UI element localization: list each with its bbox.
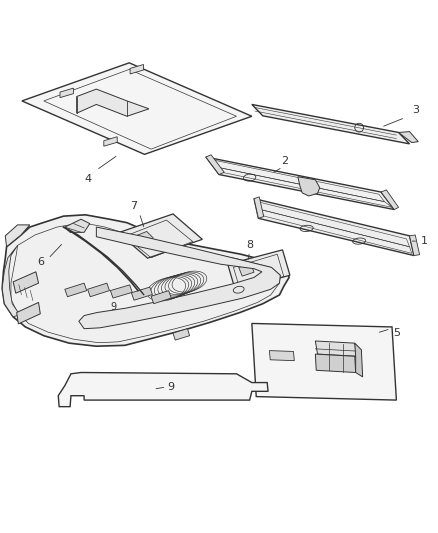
Polygon shape bbox=[239, 263, 254, 276]
Polygon shape bbox=[118, 214, 202, 258]
Polygon shape bbox=[381, 190, 399, 209]
Polygon shape bbox=[252, 324, 396, 400]
Text: 3: 3 bbox=[412, 106, 419, 115]
Polygon shape bbox=[22, 63, 252, 155]
Polygon shape bbox=[2, 246, 20, 317]
Text: 9: 9 bbox=[110, 302, 116, 312]
Polygon shape bbox=[254, 197, 264, 219]
Text: 5: 5 bbox=[393, 328, 400, 338]
Polygon shape bbox=[252, 104, 410, 144]
Polygon shape bbox=[65, 219, 90, 232]
Polygon shape bbox=[13, 272, 39, 293]
Polygon shape bbox=[88, 283, 110, 297]
Polygon shape bbox=[399, 132, 418, 142]
Polygon shape bbox=[65, 283, 87, 297]
Polygon shape bbox=[5, 225, 30, 247]
Polygon shape bbox=[315, 341, 357, 356]
Polygon shape bbox=[151, 290, 171, 304]
Polygon shape bbox=[17, 302, 40, 324]
Polygon shape bbox=[60, 88, 74, 98]
Polygon shape bbox=[131, 287, 152, 300]
Polygon shape bbox=[355, 343, 363, 377]
Polygon shape bbox=[130, 64, 144, 74]
Polygon shape bbox=[254, 199, 414, 255]
Polygon shape bbox=[2, 215, 289, 346]
Polygon shape bbox=[173, 329, 190, 340]
Polygon shape bbox=[269, 351, 294, 361]
Polygon shape bbox=[104, 137, 117, 146]
Polygon shape bbox=[315, 354, 356, 373]
Polygon shape bbox=[228, 250, 290, 290]
Text: 9: 9 bbox=[167, 382, 174, 392]
Polygon shape bbox=[206, 155, 224, 174]
Polygon shape bbox=[77, 89, 149, 116]
Text: 2: 2 bbox=[281, 156, 288, 166]
Polygon shape bbox=[206, 157, 394, 209]
Polygon shape bbox=[410, 235, 420, 255]
Text: 4: 4 bbox=[84, 174, 91, 184]
Polygon shape bbox=[58, 373, 268, 407]
Text: 8: 8 bbox=[246, 240, 253, 250]
Polygon shape bbox=[79, 227, 280, 329]
Text: 1: 1 bbox=[420, 236, 427, 246]
Polygon shape bbox=[298, 177, 320, 196]
Text: 7: 7 bbox=[130, 201, 137, 211]
Polygon shape bbox=[110, 285, 132, 298]
Polygon shape bbox=[134, 231, 153, 243]
Text: 6: 6 bbox=[37, 257, 44, 267]
